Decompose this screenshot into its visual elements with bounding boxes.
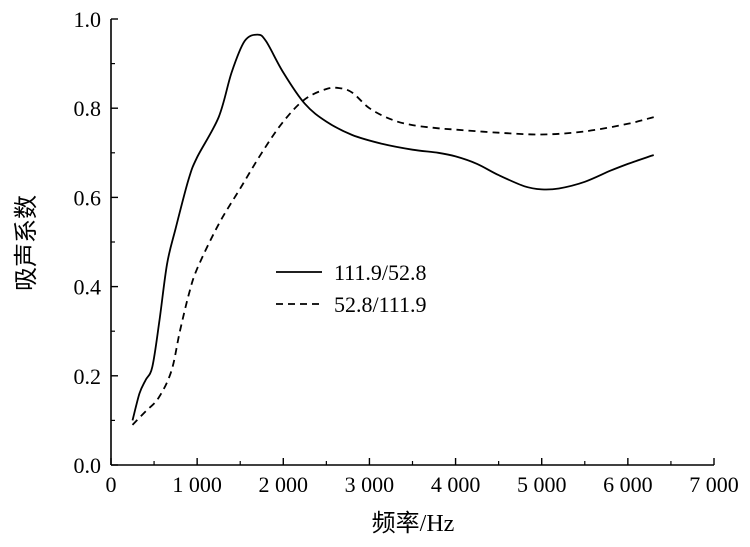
y-tick-label: 0.6 <box>74 185 102 210</box>
legend-label-2: 52.8/111.9 <box>334 292 426 317</box>
series-line-2 <box>131 86 654 426</box>
x-tick-label: 6 000 <box>603 472 653 497</box>
series-layer <box>131 33 654 426</box>
x-tick-label: 1 000 <box>172 472 222 497</box>
y-tick-label: 1.0 <box>74 7 102 32</box>
y-tick-label: 0.2 <box>74 364 102 389</box>
legend-label-1: 111.9/52.8 <box>334 260 426 285</box>
y-tick-label: 0.4 <box>74 275 102 300</box>
y-axis-title: 吸声系数 <box>13 195 40 291</box>
x-tick-label: 5 000 <box>517 472 567 497</box>
x-axis-ticks: 0 1 000 2 000 3 000 4 000 5 000 6 000 7 000 <box>106 458 739 497</box>
y-tick-label: 0.0 <box>74 453 102 478</box>
x-tick-label: 2 000 <box>259 472 309 497</box>
series-line-1 <box>131 33 654 421</box>
x-axis-title: 频率/Hz <box>372 510 455 537</box>
x-tick-label: 4 000 <box>431 472 481 497</box>
y-tick-label: 0.8 <box>74 96 102 121</box>
x-tick-label: 3 000 <box>345 472 395 497</box>
x-tick-label: 7 000 <box>689 472 739 497</box>
x-tick-label: 0 <box>106 472 117 497</box>
axes <box>110 19 714 466</box>
legend: 111.9/52.8 52.8/111.9 <box>276 260 426 317</box>
y-axis-ticks: 0.0 0.2 0.4 0.6 0.8 1.0 <box>74 7 118 478</box>
